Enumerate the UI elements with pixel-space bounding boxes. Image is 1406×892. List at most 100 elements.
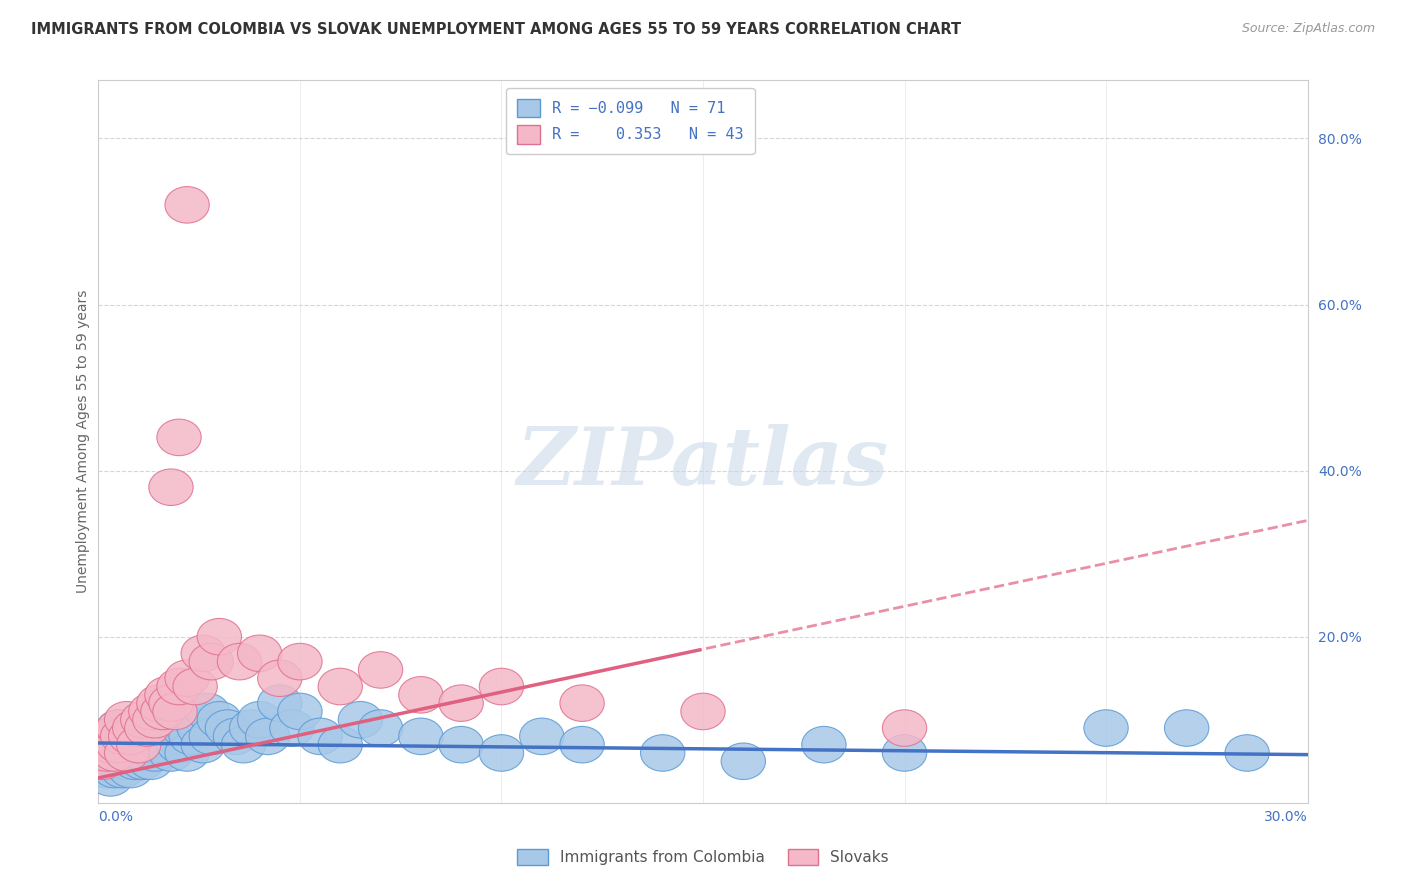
Ellipse shape — [205, 710, 250, 747]
Ellipse shape — [117, 726, 160, 763]
Ellipse shape — [238, 635, 281, 672]
Ellipse shape — [112, 710, 157, 747]
Ellipse shape — [89, 726, 132, 763]
Legend: R = −0.099   N = 71, R =    0.353   N = 43: R = −0.099 N = 71, R = 0.353 N = 43 — [506, 88, 755, 154]
Ellipse shape — [399, 718, 443, 755]
Ellipse shape — [84, 751, 129, 788]
Ellipse shape — [80, 726, 125, 763]
Ellipse shape — [157, 419, 201, 456]
Ellipse shape — [257, 660, 302, 697]
Ellipse shape — [181, 635, 225, 672]
Ellipse shape — [80, 743, 125, 780]
Ellipse shape — [439, 685, 484, 722]
Ellipse shape — [104, 718, 149, 755]
Ellipse shape — [641, 735, 685, 772]
Ellipse shape — [129, 726, 173, 763]
Ellipse shape — [100, 726, 145, 763]
Ellipse shape — [1225, 735, 1270, 772]
Ellipse shape — [84, 735, 129, 772]
Ellipse shape — [104, 743, 149, 780]
Ellipse shape — [108, 751, 153, 788]
Ellipse shape — [883, 710, 927, 747]
Ellipse shape — [136, 701, 181, 738]
Ellipse shape — [97, 710, 141, 747]
Ellipse shape — [145, 710, 190, 747]
Ellipse shape — [298, 718, 342, 755]
Ellipse shape — [188, 643, 233, 680]
Ellipse shape — [520, 718, 564, 755]
Ellipse shape — [186, 693, 229, 730]
Ellipse shape — [136, 685, 181, 722]
Ellipse shape — [221, 726, 266, 763]
Ellipse shape — [1084, 710, 1128, 747]
Ellipse shape — [153, 693, 197, 730]
Ellipse shape — [149, 469, 193, 506]
Y-axis label: Unemployment Among Ages 55 to 59 years: Unemployment Among Ages 55 to 59 years — [76, 290, 90, 593]
Ellipse shape — [93, 751, 136, 788]
Ellipse shape — [108, 718, 153, 755]
Ellipse shape — [681, 693, 725, 730]
Ellipse shape — [121, 743, 165, 780]
Ellipse shape — [100, 751, 145, 788]
Ellipse shape — [278, 643, 322, 680]
Ellipse shape — [93, 735, 136, 772]
Ellipse shape — [1164, 710, 1209, 747]
Ellipse shape — [112, 718, 157, 755]
Ellipse shape — [560, 726, 605, 763]
Ellipse shape — [399, 676, 443, 713]
Ellipse shape — [173, 668, 218, 705]
Ellipse shape — [136, 718, 181, 755]
Ellipse shape — [177, 710, 221, 747]
Ellipse shape — [157, 726, 201, 763]
Ellipse shape — [80, 743, 125, 780]
Ellipse shape — [100, 718, 145, 755]
Text: ZIPatlas: ZIPatlas — [517, 425, 889, 502]
Ellipse shape — [318, 726, 363, 763]
Ellipse shape — [117, 735, 160, 772]
Ellipse shape — [97, 735, 141, 772]
Ellipse shape — [132, 735, 177, 772]
Ellipse shape — [97, 710, 141, 747]
Ellipse shape — [141, 726, 186, 763]
Ellipse shape — [125, 735, 169, 772]
Ellipse shape — [883, 735, 927, 772]
Ellipse shape — [89, 760, 132, 797]
Ellipse shape — [278, 693, 322, 730]
Ellipse shape — [339, 701, 382, 738]
Ellipse shape — [165, 735, 209, 772]
Ellipse shape — [359, 652, 402, 689]
Text: IMMIGRANTS FROM COLOMBIA VS SLOVAK UNEMPLOYMENT AMONG AGES 55 TO 59 YEARS CORREL: IMMIGRANTS FROM COLOMBIA VS SLOVAK UNEMP… — [31, 22, 962, 37]
Ellipse shape — [153, 718, 197, 755]
Ellipse shape — [104, 735, 149, 772]
Ellipse shape — [359, 710, 402, 747]
Ellipse shape — [93, 726, 136, 763]
Ellipse shape — [238, 701, 281, 738]
Ellipse shape — [197, 701, 242, 738]
Text: 0.0%: 0.0% — [98, 810, 134, 824]
Legend: Immigrants from Colombia, Slovaks: Immigrants from Colombia, Slovaks — [510, 843, 896, 871]
Ellipse shape — [112, 743, 157, 780]
Ellipse shape — [104, 735, 149, 772]
Ellipse shape — [318, 668, 363, 705]
Ellipse shape — [149, 735, 193, 772]
Ellipse shape — [181, 726, 225, 763]
Ellipse shape — [560, 685, 605, 722]
Text: Source: ZipAtlas.com: Source: ZipAtlas.com — [1241, 22, 1375, 36]
Ellipse shape — [117, 710, 160, 747]
Ellipse shape — [188, 718, 233, 755]
Ellipse shape — [84, 735, 129, 772]
Ellipse shape — [721, 743, 765, 780]
Ellipse shape — [129, 693, 173, 730]
Ellipse shape — [125, 718, 169, 755]
Ellipse shape — [257, 685, 302, 722]
Ellipse shape — [229, 710, 274, 747]
Ellipse shape — [218, 643, 262, 680]
Ellipse shape — [121, 726, 165, 763]
Ellipse shape — [801, 726, 846, 763]
Ellipse shape — [479, 668, 523, 705]
Ellipse shape — [197, 618, 242, 655]
Ellipse shape — [125, 710, 169, 747]
Ellipse shape — [479, 735, 523, 772]
Ellipse shape — [149, 685, 193, 722]
Ellipse shape — [214, 718, 257, 755]
